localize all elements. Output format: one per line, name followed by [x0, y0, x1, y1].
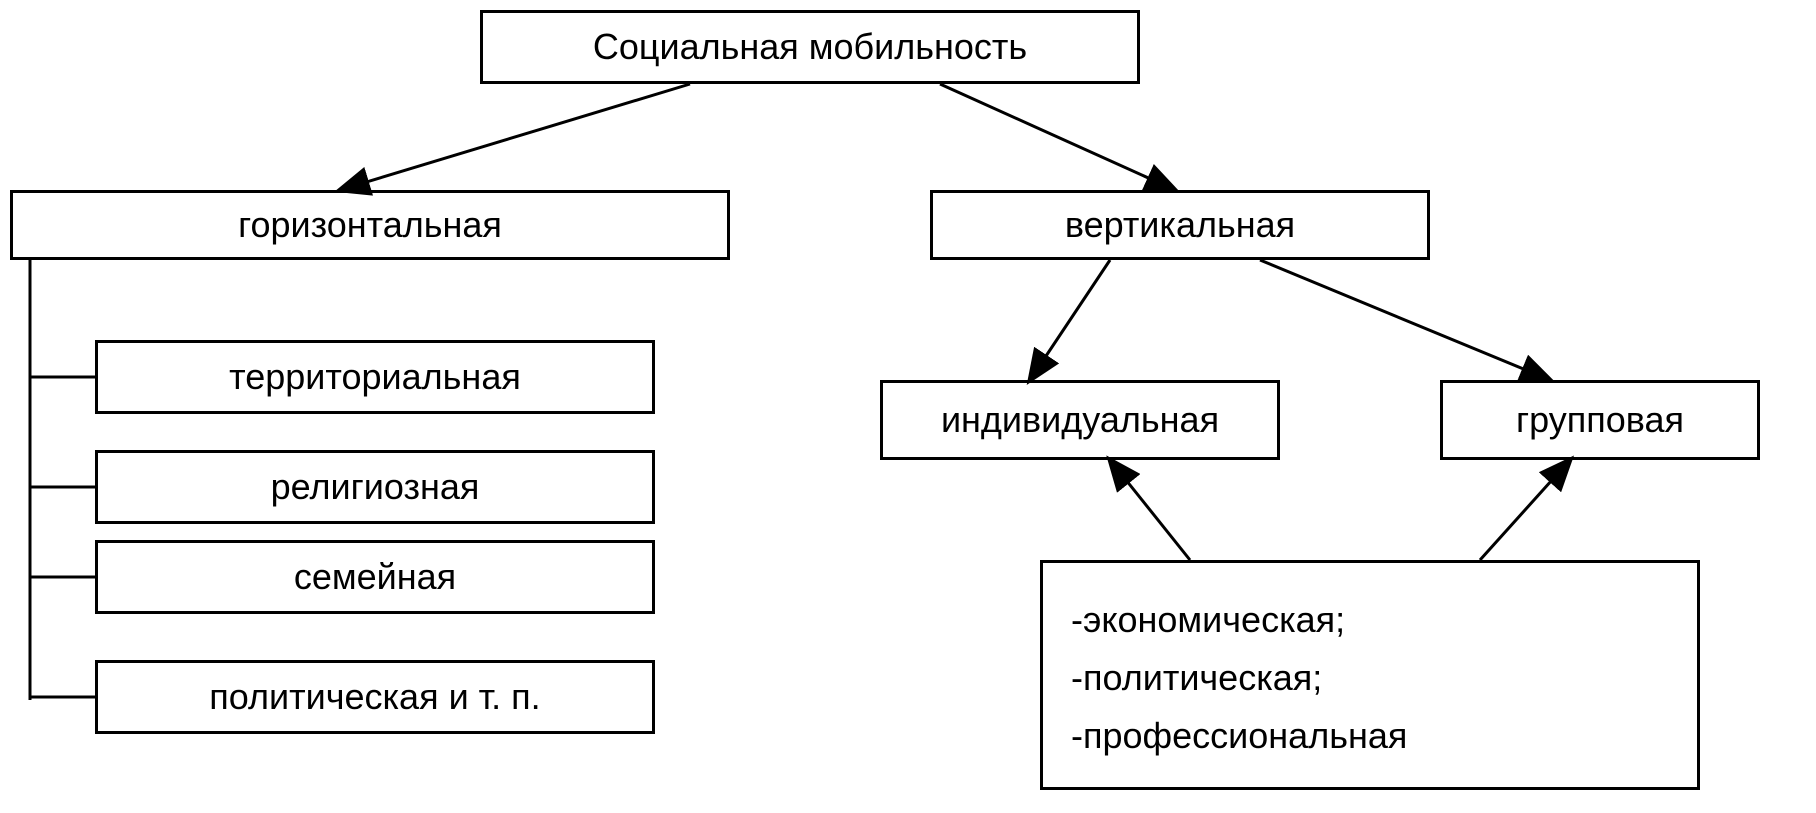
node-vertical: вертикальная — [930, 190, 1430, 260]
edge-aspects-individual — [1110, 460, 1190, 560]
node-aspects: -экономическая; -политическая; -професси… — [1040, 560, 1700, 790]
edge-root-horizontal — [340, 84, 690, 190]
edge-aspects-group — [1480, 460, 1570, 560]
aspect-item: -профессиональная — [1071, 715, 1669, 757]
node-individual: индивидуальная — [880, 380, 1280, 460]
edge-vertical-individual — [1030, 260, 1110, 380]
node-family: семейная — [95, 540, 655, 614]
node-political-etc: политическая и т. п. — [95, 660, 655, 734]
node-group: групповая — [1440, 380, 1760, 460]
node-root: Социальная мобильность — [480, 10, 1140, 84]
node-horizontal: горизонтальная — [10, 190, 730, 260]
edge-root-vertical — [940, 84, 1175, 190]
node-territorial: территориальная — [95, 340, 655, 414]
edge-vertical-group — [1260, 260, 1550, 380]
aspect-item: -экономическая; — [1071, 599, 1669, 641]
aspect-item: -политическая; — [1071, 657, 1669, 699]
node-religious: религиозная — [95, 450, 655, 524]
